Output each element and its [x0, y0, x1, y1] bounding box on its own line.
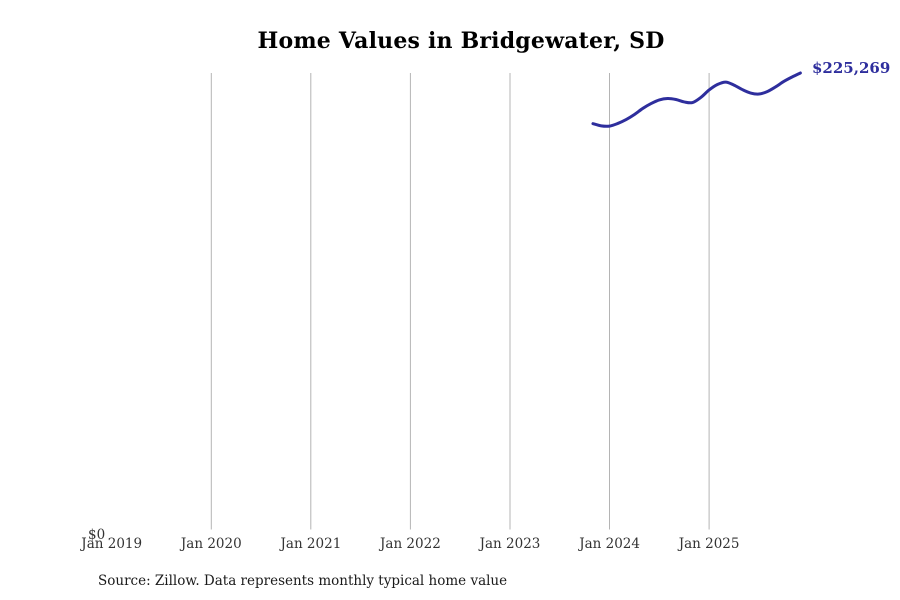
end-value-label: $225,269 — [812, 59, 891, 77]
x-tick-label-jan-2022: Jan 2022 — [379, 536, 441, 552]
y-axis-zero-label: $0 — [88, 527, 106, 543]
home-value-line — [591, 71, 802, 128]
chart-title: Home Values in Bridgewater, SD — [257, 28, 665, 54]
x-tick-label-jan-2019: Jan 2019 — [81, 536, 143, 552]
x-tick-label-jan-2021: Jan 2021 — [280, 536, 342, 552]
x-tick-label-jan-2024: Jan 2024 — [579, 536, 640, 552]
vertical-gridlines — [210, 73, 710, 530]
x-tick-label-jan-2023: Jan 2023 — [479, 536, 541, 552]
source-note: Source: Zillow. Data represents monthly … — [98, 573, 508, 589]
x-tick-label-jan-2020: Jan 2020 — [180, 536, 242, 552]
x-tick-label-jan-2025: Jan 2025 — [678, 536, 740, 552]
